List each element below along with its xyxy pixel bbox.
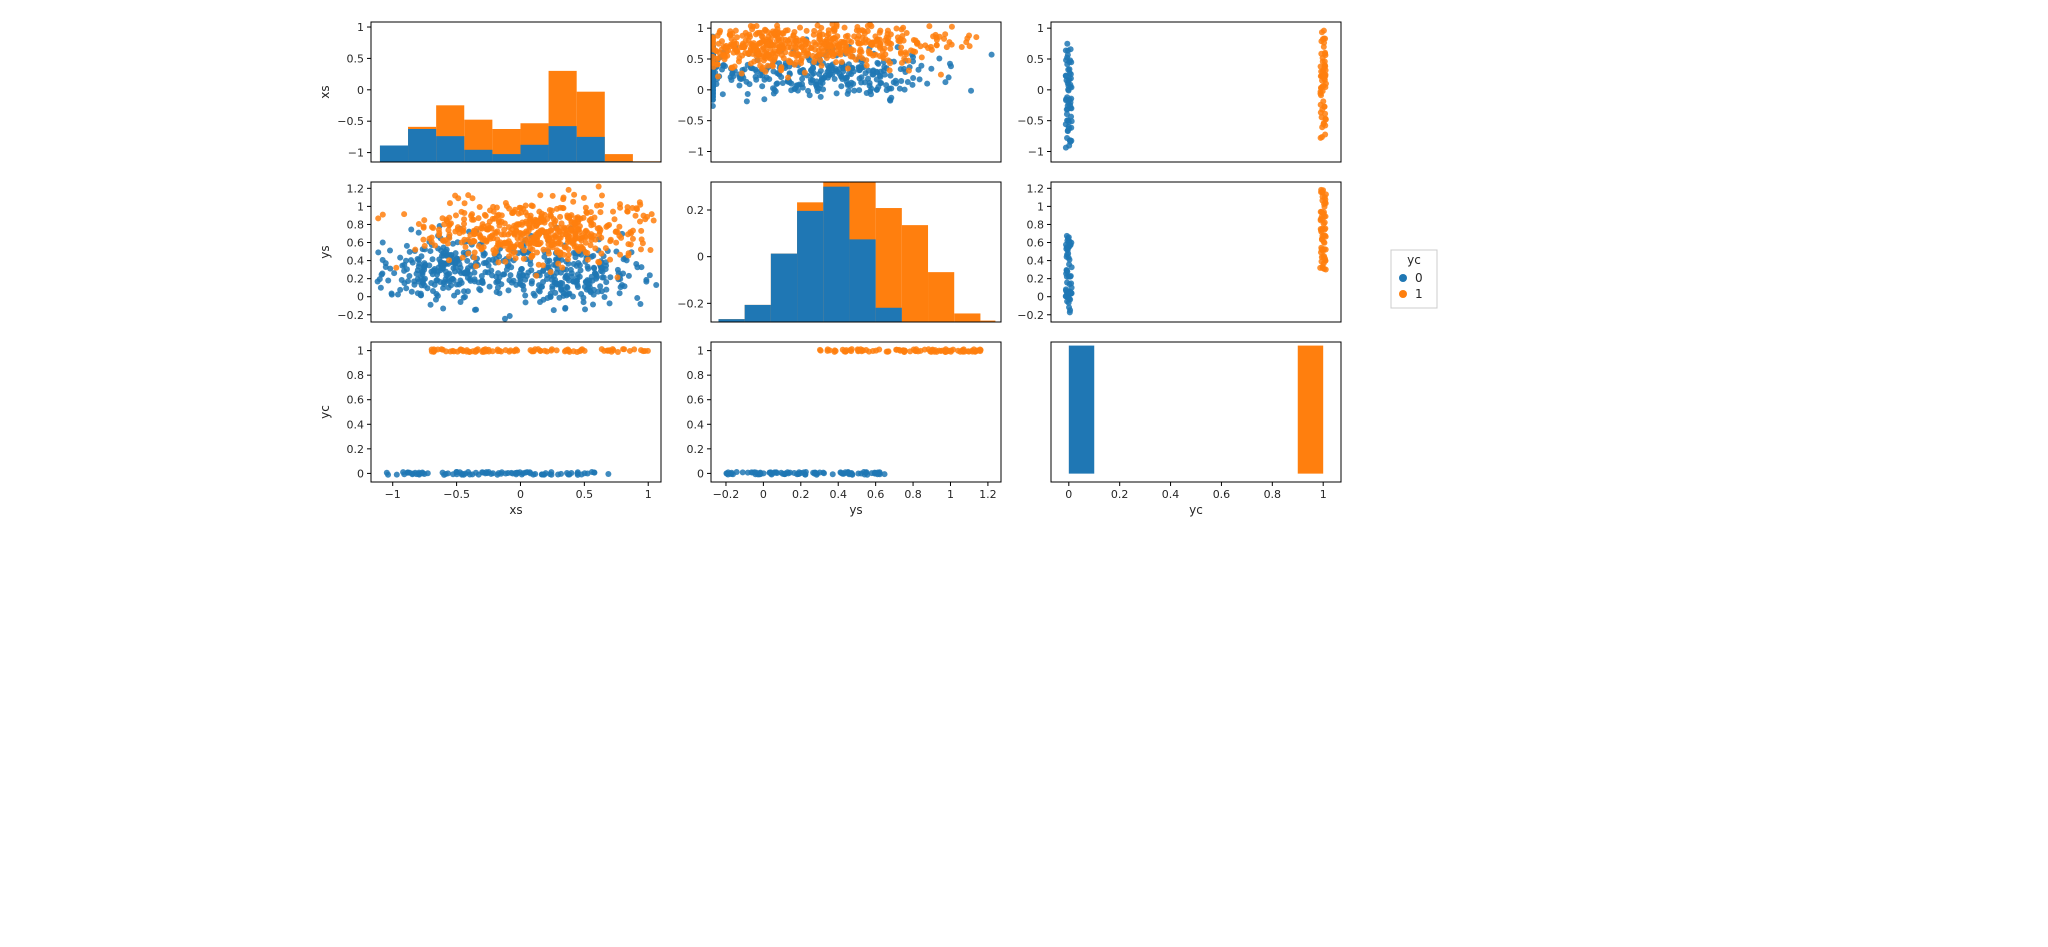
svg-text:−0.2: −0.2 [713, 488, 740, 501]
panel-0-1: −1−0.500.51−1−0.500.51 [677, 21, 1001, 162]
svg-text:−0.2: −0.2 [677, 297, 704, 310]
svg-text:0: 0 [697, 251, 704, 264]
svg-text:0.8: 0.8 [1264, 488, 1282, 501]
legend-marker [1399, 290, 1407, 298]
panel-0-0: −1−0.500.51xs−1−0.500.51xs [318, 21, 661, 162]
svg-text:−1: −1 [1028, 146, 1044, 159]
svg-text:−1: −1 [385, 488, 401, 501]
legend: yc 0 1 [1391, 250, 1437, 308]
svg-text:0.8: 0.8 [904, 488, 922, 501]
svg-text:1: 1 [1320, 488, 1327, 501]
svg-text:1: 1 [947, 488, 954, 501]
panel-2-2: 00.20.40.60.81yc00.20.40.60.81yc [1051, 342, 1341, 517]
svg-text:0.5: 0.5 [347, 52, 365, 65]
svg-text:0.2: 0.2 [1027, 273, 1045, 286]
svg-text:0.6: 0.6 [347, 237, 365, 250]
svg-text:0: 0 [517, 488, 524, 501]
svg-text:0: 0 [1037, 84, 1044, 97]
svg-text:xs: xs [509, 503, 522, 517]
svg-text:yc: yc [1189, 503, 1203, 517]
svg-text:0.4: 0.4 [1027, 255, 1045, 268]
pairplot-figure: −1 −0.5 0 0.5 1 xs −1 −0.5 0 0.5 1 xs −1 −0.5 0 0.5 1 −1 −… [256, 0, 1792, 710]
svg-text:−0.5: −0.5 [443, 488, 470, 501]
svg-text:0.6: 0.6 [687, 394, 705, 407]
legend-marker [1399, 274, 1407, 282]
svg-text:1: 1 [697, 22, 704, 35]
svg-text:0.2: 0.2 [687, 204, 705, 217]
svg-text:1: 1 [645, 488, 652, 501]
panel-1-1: −0.200.2−0.200.2 [677, 124, 1001, 322]
svg-text:0.8: 0.8 [687, 369, 705, 382]
svg-text:1.2: 1.2 [979, 488, 997, 501]
svg-text:0.6: 0.6 [1213, 488, 1231, 501]
panel-1-0: −0.200.20.40.60.811.2ys−0.200.20.40.60.8… [318, 182, 661, 322]
svg-text:0.8: 0.8 [1027, 218, 1045, 231]
legend-label: 1 [1415, 287, 1423, 301]
svg-text:−1: −1 [348, 147, 364, 160]
legend-title: yc [1407, 253, 1421, 267]
svg-text:ys: ys [849, 503, 862, 517]
svg-text:0.4: 0.4 [687, 418, 705, 431]
svg-text:0: 0 [357, 467, 364, 480]
panel-0-2: −1−0.500.51−1−0.500.51 [1017, 22, 1341, 162]
svg-text:−0.2: −0.2 [1017, 309, 1044, 322]
svg-text:0: 0 [1065, 488, 1072, 501]
svg-text:0: 0 [357, 291, 364, 304]
svg-text:0.8: 0.8 [347, 218, 365, 231]
panel-2-1: −0.200.20.40.60.811.200.20.40.60.81ys00.… [687, 342, 1002, 517]
svg-text:1: 1 [1037, 22, 1044, 35]
svg-text:1.2: 1.2 [347, 182, 365, 195]
svg-text:0.5: 0.5 [576, 488, 594, 501]
panel-1-2: −0.200.20.40.60.811.2−0.200.20.40.60.811… [1017, 182, 1341, 322]
svg-text:0.2: 0.2 [1111, 488, 1129, 501]
legend-label: 0 [1415, 271, 1423, 285]
svg-text:0.4: 0.4 [347, 255, 365, 268]
svg-text:−0.5: −0.5 [677, 115, 704, 128]
svg-text:0.2: 0.2 [687, 443, 705, 456]
svg-text:0.4: 0.4 [347, 418, 365, 431]
svg-text:0.4: 0.4 [1162, 488, 1180, 501]
svg-text:0.5: 0.5 [1027, 53, 1045, 66]
panel-2-0: −1−0.500.5100.20.40.60.81xsyc00.20.40.60… [318, 342, 661, 517]
svg-text:ys: ys [318, 245, 332, 258]
svg-text:1: 1 [357, 345, 364, 358]
svg-text:0: 0 [697, 84, 704, 97]
svg-text:0.6: 0.6 [1027, 237, 1045, 250]
svg-text:0.4: 0.4 [829, 488, 847, 501]
svg-text:0: 0 [697, 467, 704, 480]
svg-text:0.2: 0.2 [347, 443, 365, 456]
svg-text:1: 1 [697, 345, 704, 358]
svg-text:0.8: 0.8 [347, 369, 365, 382]
svg-text:0.6: 0.6 [867, 488, 885, 501]
svg-text:0.2: 0.2 [792, 488, 810, 501]
svg-text:0.6: 0.6 [347, 394, 365, 407]
svg-text:1.2: 1.2 [1027, 182, 1045, 195]
svg-text:−1: −1 [688, 146, 704, 159]
svg-text:xs: xs [318, 85, 332, 98]
svg-text:0.5: 0.5 [687, 53, 705, 66]
svg-text:1: 1 [357, 21, 364, 34]
svg-text:1: 1 [357, 200, 364, 213]
svg-text:−0.5: −0.5 [337, 115, 364, 128]
svg-text:0: 0 [1037, 291, 1044, 304]
svg-text:0: 0 [760, 488, 767, 501]
svg-text:−0.2: −0.2 [337, 309, 364, 322]
svg-text:0: 0 [357, 84, 364, 97]
svg-text:−0.5: −0.5 [1017, 115, 1044, 128]
svg-text:0.2: 0.2 [347, 273, 365, 286]
svg-text:yc: yc [318, 405, 332, 419]
svg-text:1: 1 [1037, 200, 1044, 213]
